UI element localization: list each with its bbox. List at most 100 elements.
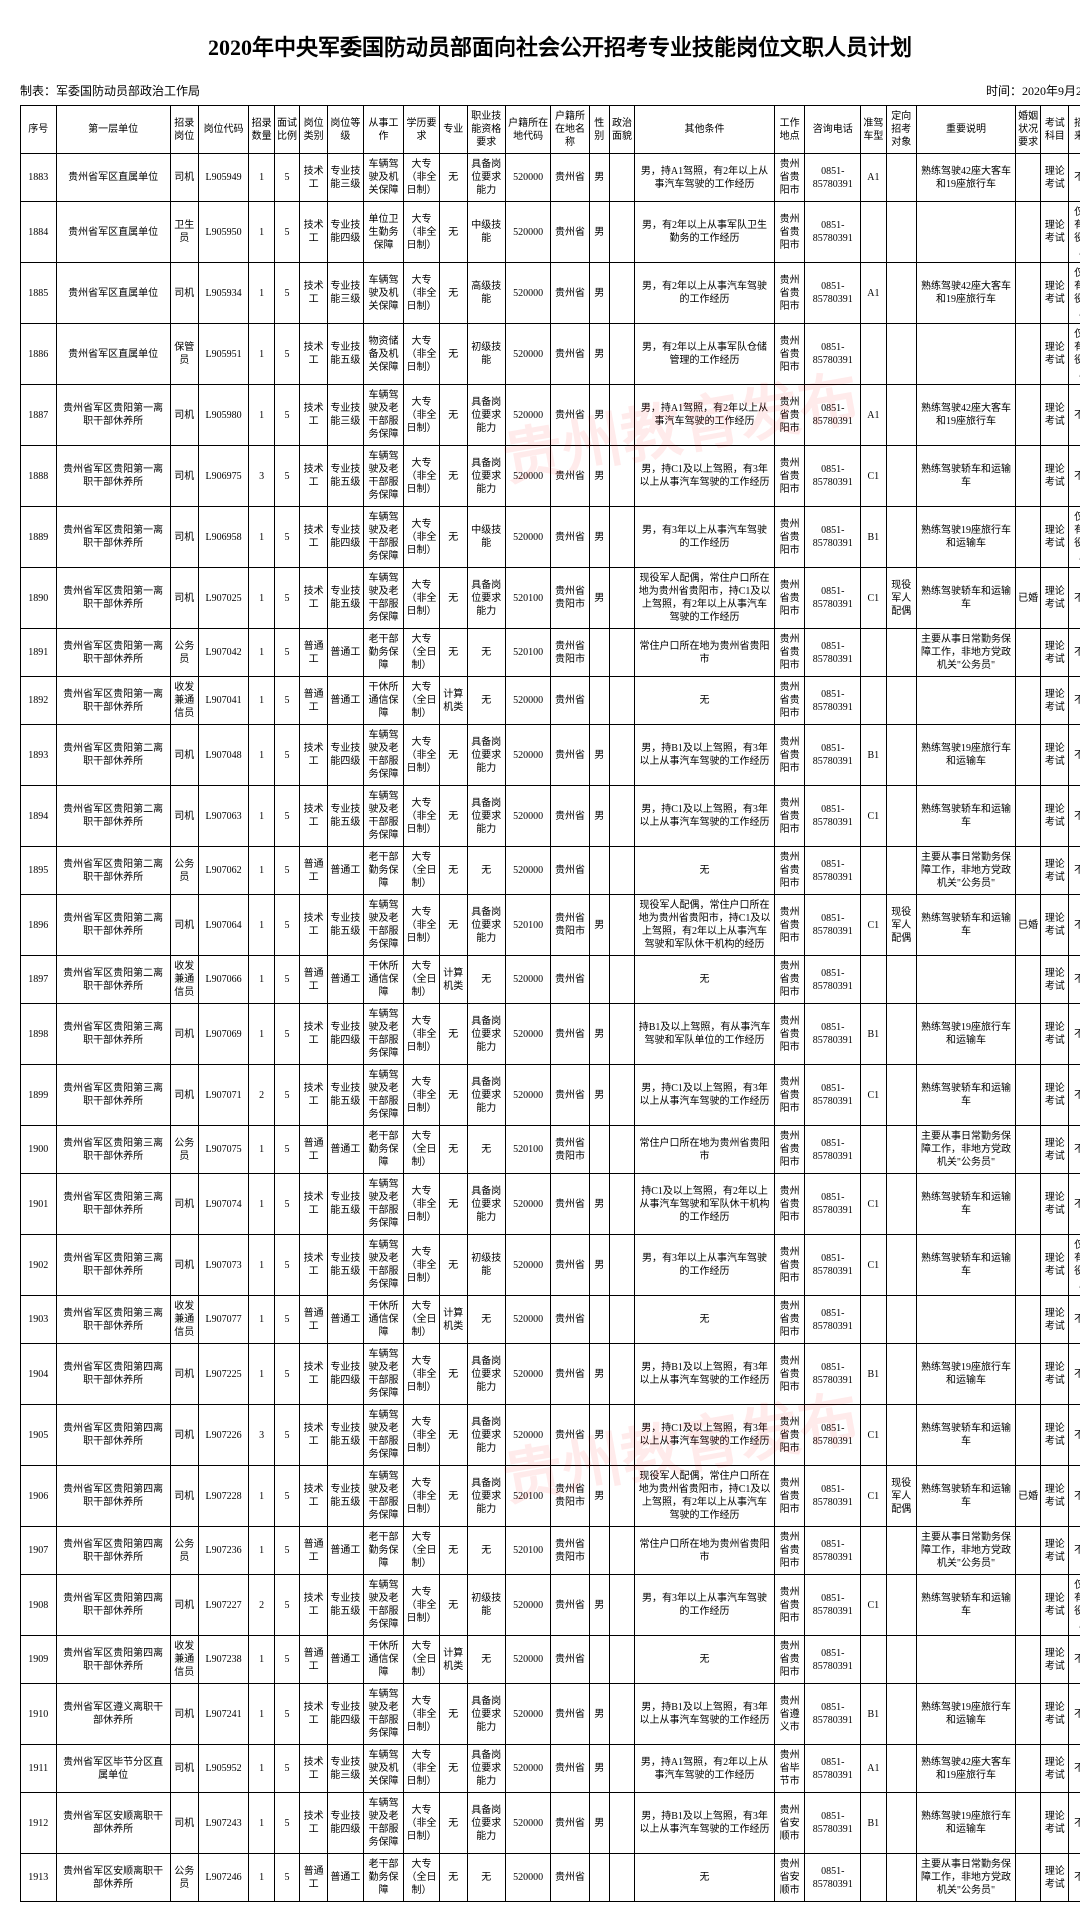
cell-seq: 1912: [21, 1793, 57, 1854]
cell-major: 计算机类: [439, 1296, 467, 1344]
cell-src: 不限: [1069, 446, 1080, 507]
cell-src: 不限: [1069, 629, 1080, 677]
cell-src: 仅限有服役经历: [1069, 1235, 1080, 1296]
cell-code: L907025: [198, 568, 249, 629]
cell-other: 男，有2年以上从事军队卫生勤务的工作经历: [635, 202, 775, 263]
cell-sex: 男: [589, 895, 609, 956]
cell-other: 无: [635, 677, 775, 725]
cell-hcode: 520000: [505, 1636, 551, 1684]
cell-note: 主要从事日常勤务保障工作，非地方党政机关"公务员": [916, 847, 1015, 895]
cell-loc: 贵州省贵阳市: [774, 324, 804, 385]
cell-ratio: 5: [274, 446, 299, 507]
cell-loc: 贵州省贵阳市: [774, 385, 804, 446]
col-header-14: 性别: [589, 106, 609, 154]
cell-pos: 司机: [170, 895, 198, 956]
cell-hcode: 520100: [505, 629, 551, 677]
table-body: 1883贵州省军区直属单位司机L90594915技术工专业技能三级车辆驾驶及机关…: [21, 154, 1080, 1902]
cell-major: 无: [439, 1174, 467, 1235]
cell-target: [886, 1174, 916, 1235]
cell-work: 单位卫生勤务保障: [363, 202, 404, 263]
cell-tel: 0851-85780391: [805, 1344, 861, 1405]
cell-num: 1: [249, 568, 274, 629]
table-row: 1887贵州省军区贵阳第一离职干部休养所司机L90598015技术工专业技能三级…: [21, 385, 1080, 446]
cell-hcode: 520000: [505, 1745, 551, 1793]
cell-seq: 1889: [21, 507, 57, 568]
cell-loc: 贵州省贵阳市: [774, 629, 804, 677]
cell-sex: 男: [589, 1466, 609, 1527]
cell-ptype: 技术工: [300, 324, 328, 385]
cell-code: L905950: [198, 202, 249, 263]
cell-note: 熟练驾驶轿车和运输车: [916, 568, 1015, 629]
cell-qual: 无: [467, 1854, 505, 1902]
cell-ratio: 5: [274, 1296, 299, 1344]
cell-note: 主要从事日常勤务保障工作，非地方党政机关"公务员": [916, 1527, 1015, 1575]
cell-ptype: 技术工: [300, 263, 328, 324]
table-row: 1908贵州省军区贵阳第四离职干部休养所司机L90722725技术工专业技能五级…: [21, 1575, 1080, 1636]
table-row: 1910贵州省军区遵义离职干部休养所司机L90724115技术工专业技能四级车辆…: [21, 1684, 1080, 1745]
cell-pos: 司机: [170, 1684, 198, 1745]
cell-other: 无: [635, 1636, 775, 1684]
cell-plevel: 普通工: [328, 1296, 364, 1344]
cell-other: 男，持C1及以上驾照，有3年以上从事汽车驾驶的工作经历: [635, 446, 775, 507]
cell-loc: 贵州省安顺市: [774, 1793, 804, 1854]
cell-num: 1: [249, 154, 274, 202]
cell-loc: 贵州省贵阳市: [774, 1405, 804, 1466]
cell-marry: 已婚: [1015, 895, 1040, 956]
table-row: 1883贵州省军区直属单位司机L90594915技术工专业技能三级车辆驾驶及机关…: [21, 154, 1080, 202]
cell-exam: 理论考试: [1041, 1745, 1069, 1793]
cell-marry: [1015, 1793, 1040, 1854]
cell-major: 无: [439, 507, 467, 568]
cell-code: L907243: [198, 1793, 249, 1854]
cell-hname: 贵州省贵阳市: [551, 895, 589, 956]
cell-sex: 男: [589, 725, 609, 786]
cell-qual: 无: [467, 629, 505, 677]
header-row: 序号第一层单位招录岗位岗位代码招录数量面试比例岗位类别岗位等级从事工作学历要求专…: [21, 106, 1080, 154]
cell-plevel: 专业技能三级: [328, 263, 364, 324]
cell-work: 车辆驾驶及老干部服务保障: [363, 507, 404, 568]
cell-ratio: 5: [274, 1344, 299, 1405]
cell-sex: [589, 956, 609, 1004]
cell-other: 男，持C1及以上驾照，有3年以上从事汽车驾驶的工作经历: [635, 1405, 775, 1466]
cell-hname: 贵州省: [551, 1296, 589, 1344]
cell-other: 现役军人配偶，常住户口所在地为贵州省贵阳市，持C1及以上驾照，有2年以上从事汽车…: [635, 568, 775, 629]
cell-seq: 1907: [21, 1527, 57, 1575]
cell-src: 不限: [1069, 1684, 1080, 1745]
table-row: 1891贵州省军区贵阳第一离职干部休养所公务员L90704215普通工普通工老干…: [21, 629, 1080, 677]
cell-pol: [609, 507, 634, 568]
cell-tel: 0851-85780391: [805, 1854, 861, 1902]
cell-tel: 0851-85780391: [805, 1004, 861, 1065]
cell-note: [916, 956, 1015, 1004]
table-row: 1894贵州省军区贵阳第二离职干部休养所司机L90706315技术工专业技能五级…: [21, 786, 1080, 847]
cell-edu: 大专（非全日制）: [404, 568, 440, 629]
cell-major: 无: [439, 1684, 467, 1745]
cell-seq: 1890: [21, 568, 57, 629]
cell-seq: 1901: [21, 1174, 57, 1235]
cell-src: 不限: [1069, 786, 1080, 847]
cell-pol: [609, 202, 634, 263]
cell-lic: [861, 1527, 886, 1575]
cell-num: 1: [249, 202, 274, 263]
cell-src: 不限: [1069, 1636, 1080, 1684]
cell-hname: 贵州省: [551, 1854, 589, 1902]
cell-exam: 理论考试: [1041, 1174, 1069, 1235]
table-row: 1889贵州省军区贵阳第一离职干部休养所司机L90695815技术工专业技能四级…: [21, 507, 1080, 568]
cell-code: L907238: [198, 1636, 249, 1684]
cell-target: [886, 324, 916, 385]
col-header-18: 咨询电话: [805, 106, 861, 154]
cell-seq: 1902: [21, 1235, 57, 1296]
cell-plevel: 专业技能五级: [328, 1065, 364, 1126]
cell-qual: 具备岗位要求能力: [467, 725, 505, 786]
cell-marry: [1015, 1575, 1040, 1636]
cell-lic: B1: [861, 1344, 886, 1405]
cell-ratio: 5: [274, 568, 299, 629]
cell-edu: 大专（非全日制）: [404, 786, 440, 847]
cell-major: 无: [439, 1004, 467, 1065]
table-row: 1898贵州省军区贵阳第三离职干部休养所司机L90706915技术工专业技能四级…: [21, 1004, 1080, 1065]
cell-lic: A1: [861, 385, 886, 446]
cell-src: 不限: [1069, 568, 1080, 629]
cell-target: [886, 847, 916, 895]
cell-pol: [609, 1636, 634, 1684]
cell-lic: [861, 1854, 886, 1902]
cell-edu: 大专（非全日制）: [404, 507, 440, 568]
cell-code: L906975: [198, 446, 249, 507]
